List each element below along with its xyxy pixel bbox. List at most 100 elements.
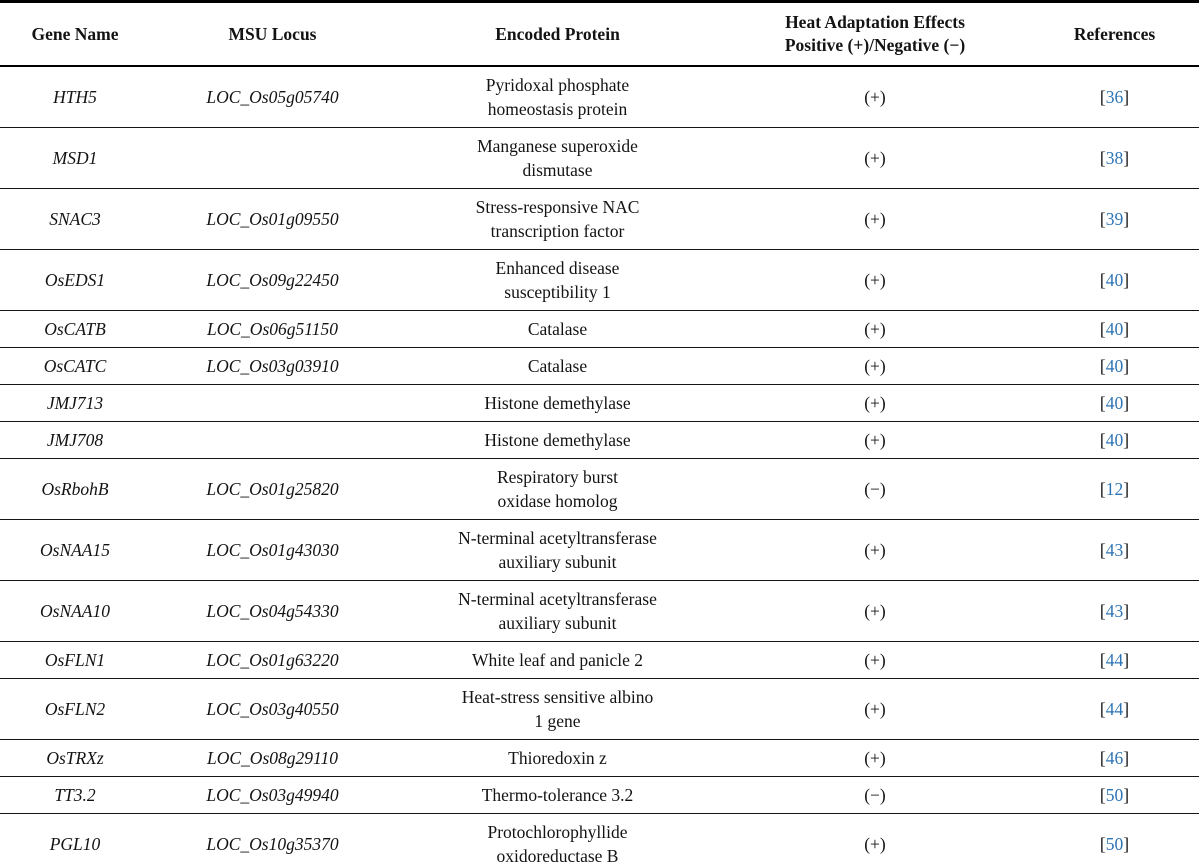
msu-locus-cell <box>150 127 395 189</box>
reference-cell: [39] <box>1030 188 1199 250</box>
reference-link[interactable]: 39 <box>1105 209 1124 229</box>
encoded-protein-cell: N-terminal acetyltransferase auxiliary s… <box>395 519 720 581</box>
gene-name-cell: OsCATC <box>0 347 150 385</box>
table-header: Gene Name MSU Locus Encoded Protein Heat… <box>0 1 1199 67</box>
reference-link[interactable]: 43 <box>1105 601 1124 621</box>
reference-link[interactable]: 12 <box>1105 479 1124 499</box>
msu-locus-cell: LOC_Os03g49940 <box>150 776 395 814</box>
heat-effect-cell: (+) <box>720 421 1030 459</box>
gene-name-cell: MSD1 <box>0 127 150 189</box>
gene-name-cell: OsNAA15 <box>0 519 150 581</box>
table-row: JMJ713 Histone demethylase (+) [40] <box>0 384 1199 422</box>
reference-cell: [36] <box>1030 66 1199 128</box>
header-row: Gene Name MSU Locus Encoded Protein Heat… <box>0 1 1199 67</box>
header-gene-name: Gene Name <box>0 1 150 67</box>
reference-bracket-close: ] <box>1123 540 1130 560</box>
heat-effect-cell: (+) <box>720 678 1030 740</box>
encoded-protein-cell: White leaf and panicle 2 <box>395 641 720 679</box>
table-row: OsRbohB LOC_Os01g25820 Respiratory burst… <box>0 458 1199 520</box>
reference-link[interactable]: 40 <box>1105 270 1124 290</box>
encoded-protein-cell: Histone demethylase <box>395 384 720 422</box>
reference-link[interactable]: 46 <box>1105 748 1124 768</box>
reference-link[interactable]: 44 <box>1105 650 1124 670</box>
msu-locus-cell: LOC_Os01g25820 <box>150 458 395 520</box>
gene-name-cell: JMJ713 <box>0 384 150 422</box>
reference-cell: [50] <box>1030 813 1199 863</box>
reference-link[interactable]: 38 <box>1105 148 1124 168</box>
msu-locus-cell: LOC_Os01g43030 <box>150 519 395 581</box>
table-row: OsEDS1 LOC_Os09g22450 Enhanced disease s… <box>0 249 1199 311</box>
msu-locus-cell: LOC_Os08g29110 <box>150 739 395 777</box>
table-row: TT3.2 LOC_Os03g49940 Thermo-tolerance 3.… <box>0 776 1199 814</box>
reference-bracket-open: [ <box>1099 650 1106 670</box>
gene-name-cell: OsTRXz <box>0 739 150 777</box>
reference-bracket-open: [ <box>1099 87 1106 107</box>
encoded-protein-cell: N-terminal acetyltransferase auxiliary s… <box>395 580 720 642</box>
msu-locus-cell: LOC_Os03g03910 <box>150 347 395 385</box>
encoded-protein-cell: Pyridoxal phosphate homeostasis protein <box>395 66 720 128</box>
msu-locus-cell: LOC_Os05g05740 <box>150 66 395 128</box>
reference-bracket-close: ] <box>1123 87 1130 107</box>
heat-effect-cell: (−) <box>720 776 1030 814</box>
table-row: PGL10 LOC_Os10g35370 Protochlorophyllide… <box>0 813 1199 863</box>
encoded-protein-cell: Thioredoxin z <box>395 739 720 777</box>
encoded-protein-cell: Histone demethylase <box>395 421 720 459</box>
reference-bracket-close: ] <box>1123 748 1130 768</box>
table-row: JMJ708 Histone demethylase (+) [40] <box>0 421 1199 459</box>
heat-effect-cell: (+) <box>720 188 1030 250</box>
reference-bracket-close: ] <box>1123 209 1130 229</box>
table-row: OsNAA10 LOC_Os04g54330 N-terminal acetyl… <box>0 580 1199 642</box>
gene-name-cell: OsCATB <box>0 310 150 348</box>
heat-effect-cell: (+) <box>720 249 1030 311</box>
encoded-protein-cell: Thermo-tolerance 3.2 <box>395 776 720 814</box>
reference-link[interactable]: 40 <box>1105 393 1124 413</box>
reference-link[interactable]: 40 <box>1105 356 1124 376</box>
reference-bracket-open: [ <box>1099 479 1106 499</box>
reference-bracket-open: [ <box>1099 430 1106 450</box>
header-references: References <box>1030 1 1199 67</box>
heat-effect-cell: (−) <box>720 458 1030 520</box>
reference-link[interactable]: 44 <box>1105 699 1124 719</box>
reference-link[interactable]: 40 <box>1105 430 1124 450</box>
gene-name-cell: OsRbohB <box>0 458 150 520</box>
table-row: OsCATB LOC_Os06g51150 Catalase (+) [40] <box>0 310 1199 348</box>
heat-effect-cell: (+) <box>720 580 1030 642</box>
reference-bracket-open: [ <box>1099 785 1106 805</box>
reference-link[interactable]: 50 <box>1105 785 1124 805</box>
heat-effect-cell: (+) <box>720 127 1030 189</box>
heat-effect-cell: (+) <box>720 384 1030 422</box>
table-row: OsNAA15 LOC_Os01g43030 N-terminal acetyl… <box>0 519 1199 581</box>
msu-locus-cell: LOC_Os01g63220 <box>150 641 395 679</box>
reference-cell: [12] <box>1030 458 1199 520</box>
reference-cell: [38] <box>1030 127 1199 189</box>
gene-name-cell: OsEDS1 <box>0 249 150 311</box>
gene-name-cell: JMJ708 <box>0 421 150 459</box>
reference-bracket-close: ] <box>1123 319 1130 339</box>
reference-bracket-close: ] <box>1123 785 1130 805</box>
reference-bracket-open: [ <box>1099 148 1106 168</box>
encoded-protein-cell: Heat-stress sensitive albino 1 gene <box>395 678 720 740</box>
reference-cell: [43] <box>1030 519 1199 581</box>
gene-name-cell: OsFLN1 <box>0 641 150 679</box>
msu-locus-cell: LOC_Os10g35370 <box>150 813 395 863</box>
reference-bracket-open: [ <box>1099 319 1106 339</box>
reference-link[interactable]: 40 <box>1105 319 1124 339</box>
gene-name-cell: OsNAA10 <box>0 580 150 642</box>
table-row: SNAC3 LOC_Os01g09550 Stress-responsive N… <box>0 188 1199 250</box>
reference-cell: [43] <box>1030 580 1199 642</box>
encoded-protein-cell: Protochlorophyllide oxidoreductase B <box>395 813 720 863</box>
encoded-protein-cell: Stress-responsive NAC transcription fact… <box>395 188 720 250</box>
reference-bracket-close: ] <box>1123 601 1130 621</box>
reference-bracket-open: [ <box>1099 699 1106 719</box>
reference-cell: [46] <box>1030 739 1199 777</box>
reference-bracket-open: [ <box>1099 540 1106 560</box>
reference-bracket-close: ] <box>1123 270 1130 290</box>
table-row: OsFLN2 LOC_Os03g40550 Heat-stress sensit… <box>0 678 1199 740</box>
reference-bracket-close: ] <box>1123 393 1130 413</box>
reference-link[interactable]: 50 <box>1105 834 1124 854</box>
reference-link[interactable]: 43 <box>1105 540 1124 560</box>
reference-link[interactable]: 36 <box>1105 87 1124 107</box>
reference-cell: [40] <box>1030 384 1199 422</box>
table-row: MSD1 Manganese superoxide dismutase (+) … <box>0 127 1199 189</box>
